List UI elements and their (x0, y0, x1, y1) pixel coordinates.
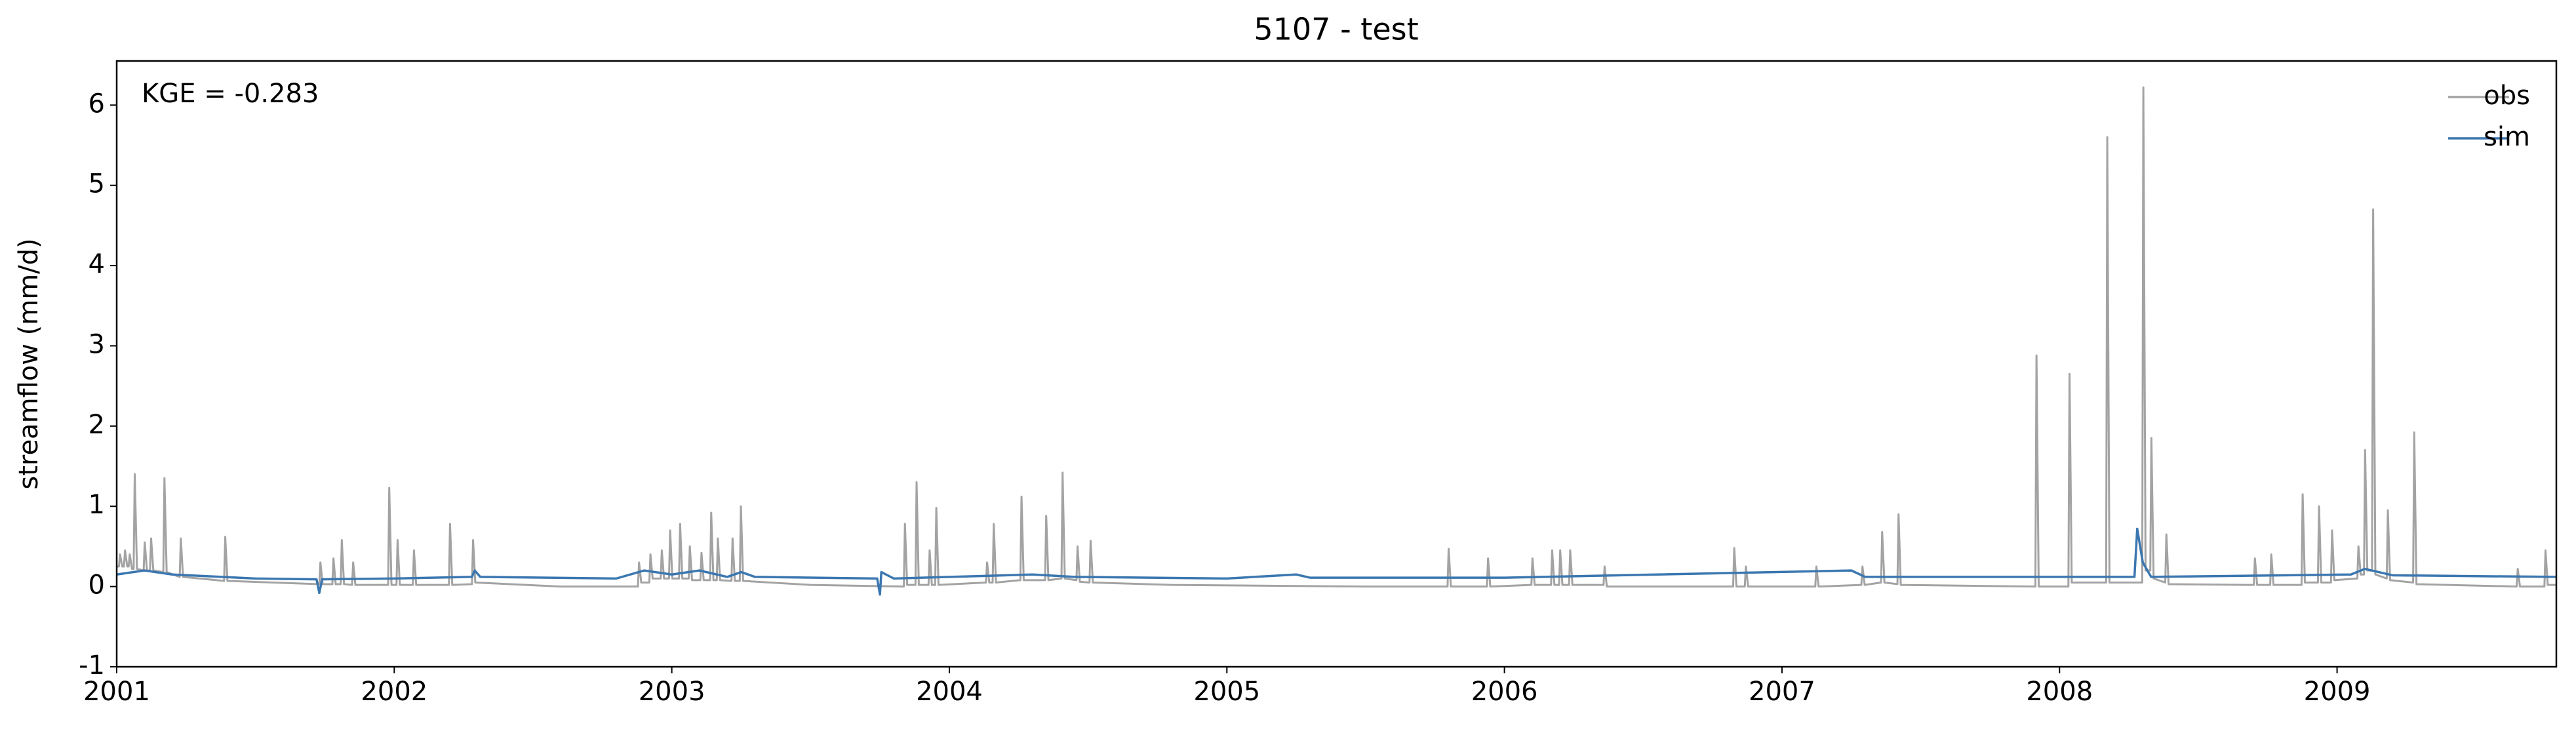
y-tick-label: 5 (89, 169, 105, 199)
y-axis-label: streamflow (mm/d) (14, 238, 44, 489)
x-tick-label: 2004 (916, 677, 983, 707)
series-line (116, 527, 2557, 596)
y-tick-label: -1 (79, 650, 105, 681)
x-tick-label: 2002 (361, 677, 427, 707)
x-tick-label: 2007 (1749, 677, 1815, 707)
y-tick-label: 0 (89, 570, 105, 601)
x-tick-label: 2008 (2026, 677, 2093, 707)
legend-label: sim (2484, 122, 2530, 152)
x-tick-label: 2001 (83, 677, 150, 707)
legend-label: obs (2484, 81, 2530, 111)
y-tick-label: 2 (89, 410, 105, 440)
x-tick-label: 2009 (2304, 677, 2371, 707)
y-tick-label: 6 (89, 89, 105, 119)
x-tick-label: 2005 (1193, 677, 1260, 707)
x-tick-label: 2003 (639, 677, 705, 707)
chart-title: 5107 - test (1254, 12, 1418, 47)
y-tick-label: 4 (89, 249, 105, 279)
annotation: KGE = -0.283 (142, 79, 319, 109)
y-tick-label: 1 (89, 490, 105, 520)
y-tick-label: 3 (89, 329, 105, 359)
plot-frame (115, 60, 2558, 668)
series-line (117, 86, 2556, 588)
x-tick-label: 2006 (1471, 677, 1538, 707)
